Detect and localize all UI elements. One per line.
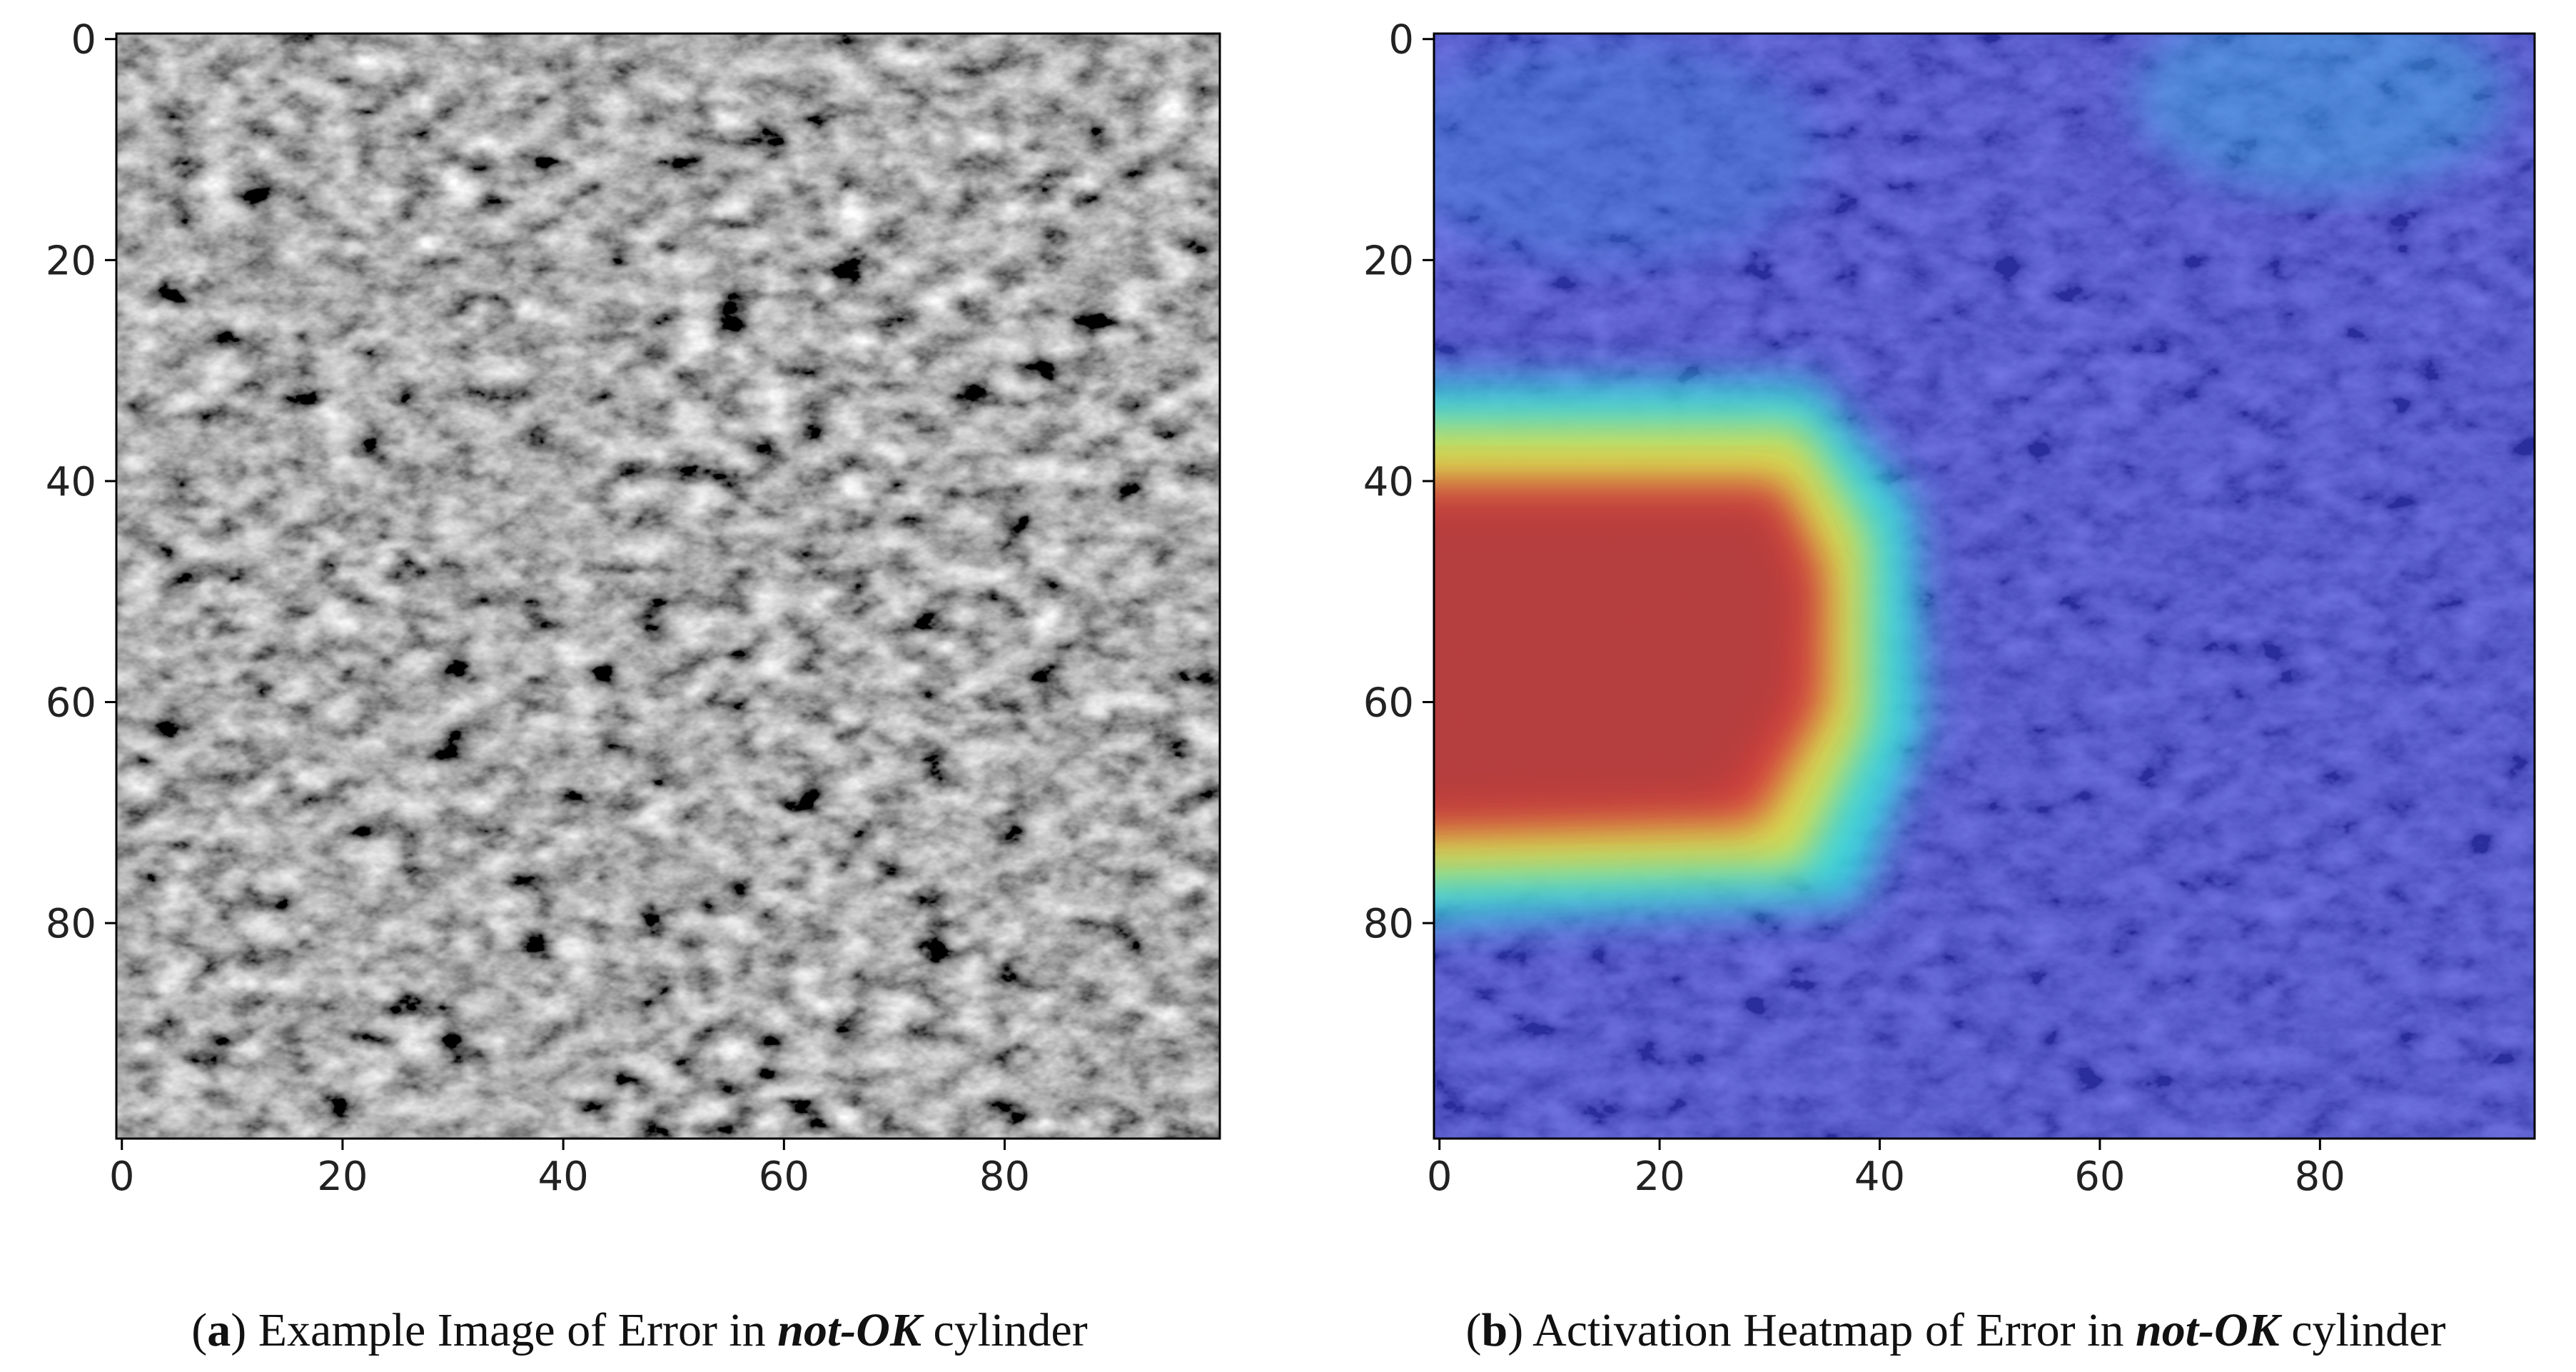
x-tick-label: 80: [979, 1154, 1030, 1200]
axes-frame: [1433, 32, 2536, 1140]
x-tick-label: 40: [1854, 1154, 1905, 1200]
x-tick-label: 40: [537, 1154, 588, 1200]
image-texture: [116, 34, 1220, 1139]
panel: 0 20 40 60 80 0 20 40 60 80 (a) Example Image of E…: [46, 17, 1221, 1356]
x-tick-label: 80: [2295, 1154, 2345, 1200]
caption-part: not-OK: [777, 1304, 924, 1356]
x-tick-label: 60: [2074, 1154, 2125, 1200]
heat-glow: [2134, 34, 2506, 195]
caption: (b) Activation Heatmap of Error in not-O…: [1466, 1304, 2446, 1356]
x-tick-label: 60: [759, 1154, 809, 1200]
x-tick-label: 20: [317, 1154, 368, 1200]
panel: 0 20 40 60 80 0 20 40 60 80 (b) Activation Heatmap…: [1363, 17, 2536, 1356]
x-tick-label: 0: [109, 1154, 135, 1200]
y-tick-label: 20: [46, 238, 96, 284]
image: [116, 34, 1220, 1139]
caption-part: cylinder: [2280, 1304, 2446, 1356]
caption-part: (: [191, 1304, 207, 1356]
heat-core: [1434, 503, 1803, 812]
y-tick-label: 0: [1388, 17, 1414, 64]
caption-part: cylinder: [921, 1304, 1088, 1356]
axes-frame: [115, 32, 1221, 1140]
image: [1434, 34, 2535, 1139]
caption-part: ) Example Image of Error in: [231, 1304, 777, 1356]
x-tick-label: 0: [1427, 1154, 1453, 1200]
y-tick-label: 0: [71, 17, 96, 64]
caption-part: b: [1482, 1304, 1508, 1356]
y-tick-label: 60: [1363, 680, 1414, 727]
caption-part: not-OK: [2136, 1304, 2283, 1356]
y-tick-label: 80: [1363, 901, 1414, 947]
y-tick-label: 60: [46, 680, 96, 727]
caption: (a) Example Image of Error in not-OK cyl…: [191, 1304, 1087, 1356]
y-tick-label: 20: [1363, 238, 1414, 284]
caption-part: ) Activation Heatmap of Error in: [1507, 1304, 2136, 1356]
x-tick-label: 20: [1634, 1154, 1684, 1200]
y-tick-label: 80: [46, 901, 96, 947]
y-tick-label: 40: [46, 459, 96, 505]
y-tick-label: 40: [1363, 459, 1414, 505]
caption-part: a: [207, 1304, 231, 1356]
caption-part: (: [1466, 1304, 1482, 1356]
heat-glow: [1434, 35, 1819, 264]
